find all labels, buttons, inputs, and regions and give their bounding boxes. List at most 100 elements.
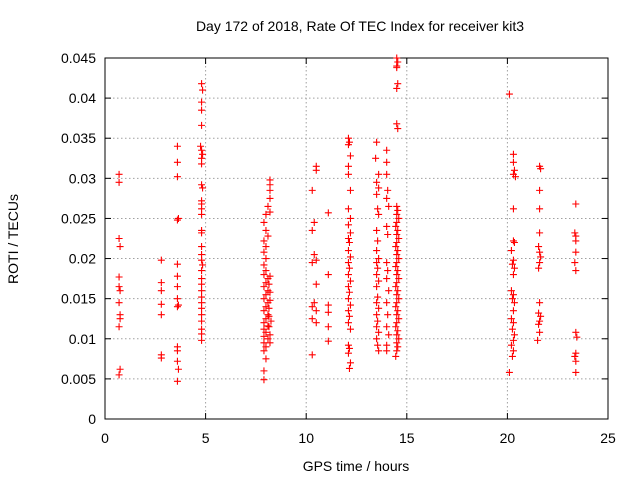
data-point (509, 319, 517, 327)
data-point (174, 214, 182, 222)
data-point (537, 253, 545, 261)
data-point (324, 271, 332, 279)
y-tick-label: 0.04 (69, 90, 96, 106)
data-point (260, 283, 268, 291)
y-axis-tick-labels: 0 0.005 0.01 0.015 0.02 0.025 0.03 0.035 0.04 0.0… (61, 50, 96, 427)
data-point (394, 327, 402, 335)
data-point (508, 325, 516, 333)
data-point (384, 186, 392, 194)
data-point (344, 235, 352, 242)
data-point (393, 202, 401, 210)
x-axis-tick-labels: 0 5 10 15 20 25 (101, 430, 616, 446)
data-point (344, 247, 352, 255)
data-point (260, 307, 268, 315)
data-point (509, 237, 517, 245)
data-point (374, 237, 382, 245)
data-point (385, 331, 393, 339)
data-point (373, 323, 381, 331)
data-point (510, 239, 518, 247)
data-point (392, 352, 400, 360)
data-point (173, 303, 181, 311)
data-point (537, 165, 545, 173)
data-point (383, 323, 391, 331)
data-point (173, 142, 181, 150)
data-point (571, 352, 579, 360)
data-point (344, 170, 352, 178)
data-point (573, 333, 581, 341)
data-point (262, 291, 270, 299)
data-point (344, 271, 352, 279)
y-tick-label: 0.045 (61, 50, 96, 66)
data-point (383, 299, 391, 307)
data-point (324, 308, 332, 316)
data-point (536, 205, 544, 213)
data-point (260, 271, 268, 279)
data-point (260, 248, 268, 256)
y-tick-label: 0.025 (61, 210, 96, 226)
data-point (324, 337, 332, 345)
data-point (373, 271, 381, 279)
data-point (198, 146, 206, 154)
data-point (572, 328, 580, 336)
data-point (393, 311, 401, 319)
data-point (198, 304, 206, 312)
data-point (375, 255, 383, 263)
data-point (198, 317, 206, 325)
data-point (265, 312, 273, 320)
x-tick-label: 25 (600, 430, 616, 446)
data-point (383, 146, 391, 154)
x-tick-label: 10 (298, 430, 314, 446)
data-point (393, 331, 401, 339)
data-point (536, 299, 544, 307)
data-point (536, 259, 544, 267)
data-point (345, 344, 353, 352)
data-point (266, 331, 274, 339)
data-point (393, 319, 401, 327)
data-point (536, 229, 544, 237)
data-point (571, 229, 579, 237)
data-point (395, 315, 403, 323)
x-tick-label: 15 (399, 430, 415, 446)
data-point (510, 166, 518, 174)
data-point (393, 299, 401, 307)
data-point (260, 376, 268, 384)
data-point (310, 218, 318, 226)
data-point (324, 301, 332, 309)
data-point (312, 280, 320, 288)
data-point (393, 339, 401, 347)
data-point (199, 150, 207, 158)
data-point (115, 371, 123, 379)
y-tick-label: 0.02 (69, 251, 96, 267)
data-point (393, 259, 401, 267)
chart-title: Day 172 of 2018, Rate Of TEC Index for r… (196, 18, 524, 34)
data-point (324, 323, 332, 331)
data-point (266, 339, 274, 347)
data-point (394, 267, 402, 275)
data-point (344, 307, 352, 315)
data-point (260, 325, 268, 333)
data-point (375, 277, 383, 285)
data-point (199, 184, 207, 192)
data-point (372, 154, 380, 162)
data-point (265, 280, 273, 288)
data-point (511, 173, 519, 181)
data-point (375, 210, 383, 218)
data-point (393, 54, 401, 62)
y-axis-title: ROTI / TECUs (5, 194, 21, 284)
data-point (308, 226, 316, 234)
data-point (312, 307, 320, 315)
data-point (116, 315, 124, 323)
data-point (266, 296, 274, 304)
data-point (264, 311, 272, 319)
x-tick-label: 20 (500, 430, 516, 446)
data-point (116, 243, 124, 251)
data-point (394, 125, 402, 133)
y-tick-label: 0.005 (61, 371, 96, 387)
data-point (507, 315, 515, 323)
data-point (173, 357, 181, 365)
data-point (345, 264, 353, 272)
data-point (395, 255, 403, 263)
data-point (260, 339, 268, 347)
data-point (264, 335, 272, 343)
data-point (383, 222, 391, 230)
